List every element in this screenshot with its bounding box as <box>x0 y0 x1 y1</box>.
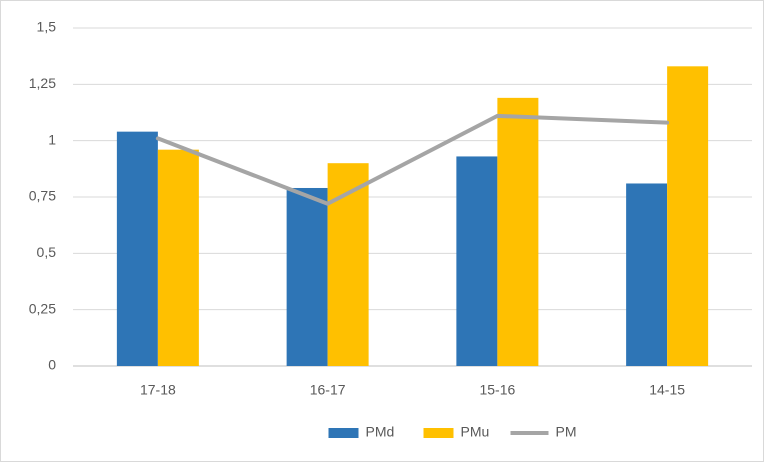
y-tick-label: 0,25 <box>29 300 56 316</box>
bar <box>456 156 498 366</box>
x-tick-label: 15-16 <box>479 382 515 398</box>
bar <box>497 97 539 366</box>
legend-label: PMd <box>366 424 395 440</box>
bar <box>286 187 328 366</box>
legend-label: PMu <box>461 424 490 440</box>
legend-swatch <box>328 428 359 438</box>
y-tick-label: 1,5 <box>37 19 57 35</box>
bar <box>667 66 709 366</box>
y-tick-label: 0 <box>48 357 56 373</box>
legend-swatch <box>423 428 454 438</box>
x-tick-label: 17-18 <box>140 382 176 398</box>
y-tick-label: 1,25 <box>29 75 56 91</box>
bar <box>626 183 668 366</box>
bar <box>157 149 199 366</box>
x-tick-label: 14-15 <box>649 382 685 398</box>
y-tick-label: 0,75 <box>29 188 56 204</box>
legend-label: PM <box>556 424 577 440</box>
line-series <box>155 113 670 206</box>
y-tick-label: 0,5 <box>37 244 57 260</box>
x-tick-label: 16-17 <box>310 382 346 398</box>
bar <box>116 131 158 366</box>
bar <box>327 163 369 366</box>
y-tick-label: 1 <box>48 131 56 147</box>
